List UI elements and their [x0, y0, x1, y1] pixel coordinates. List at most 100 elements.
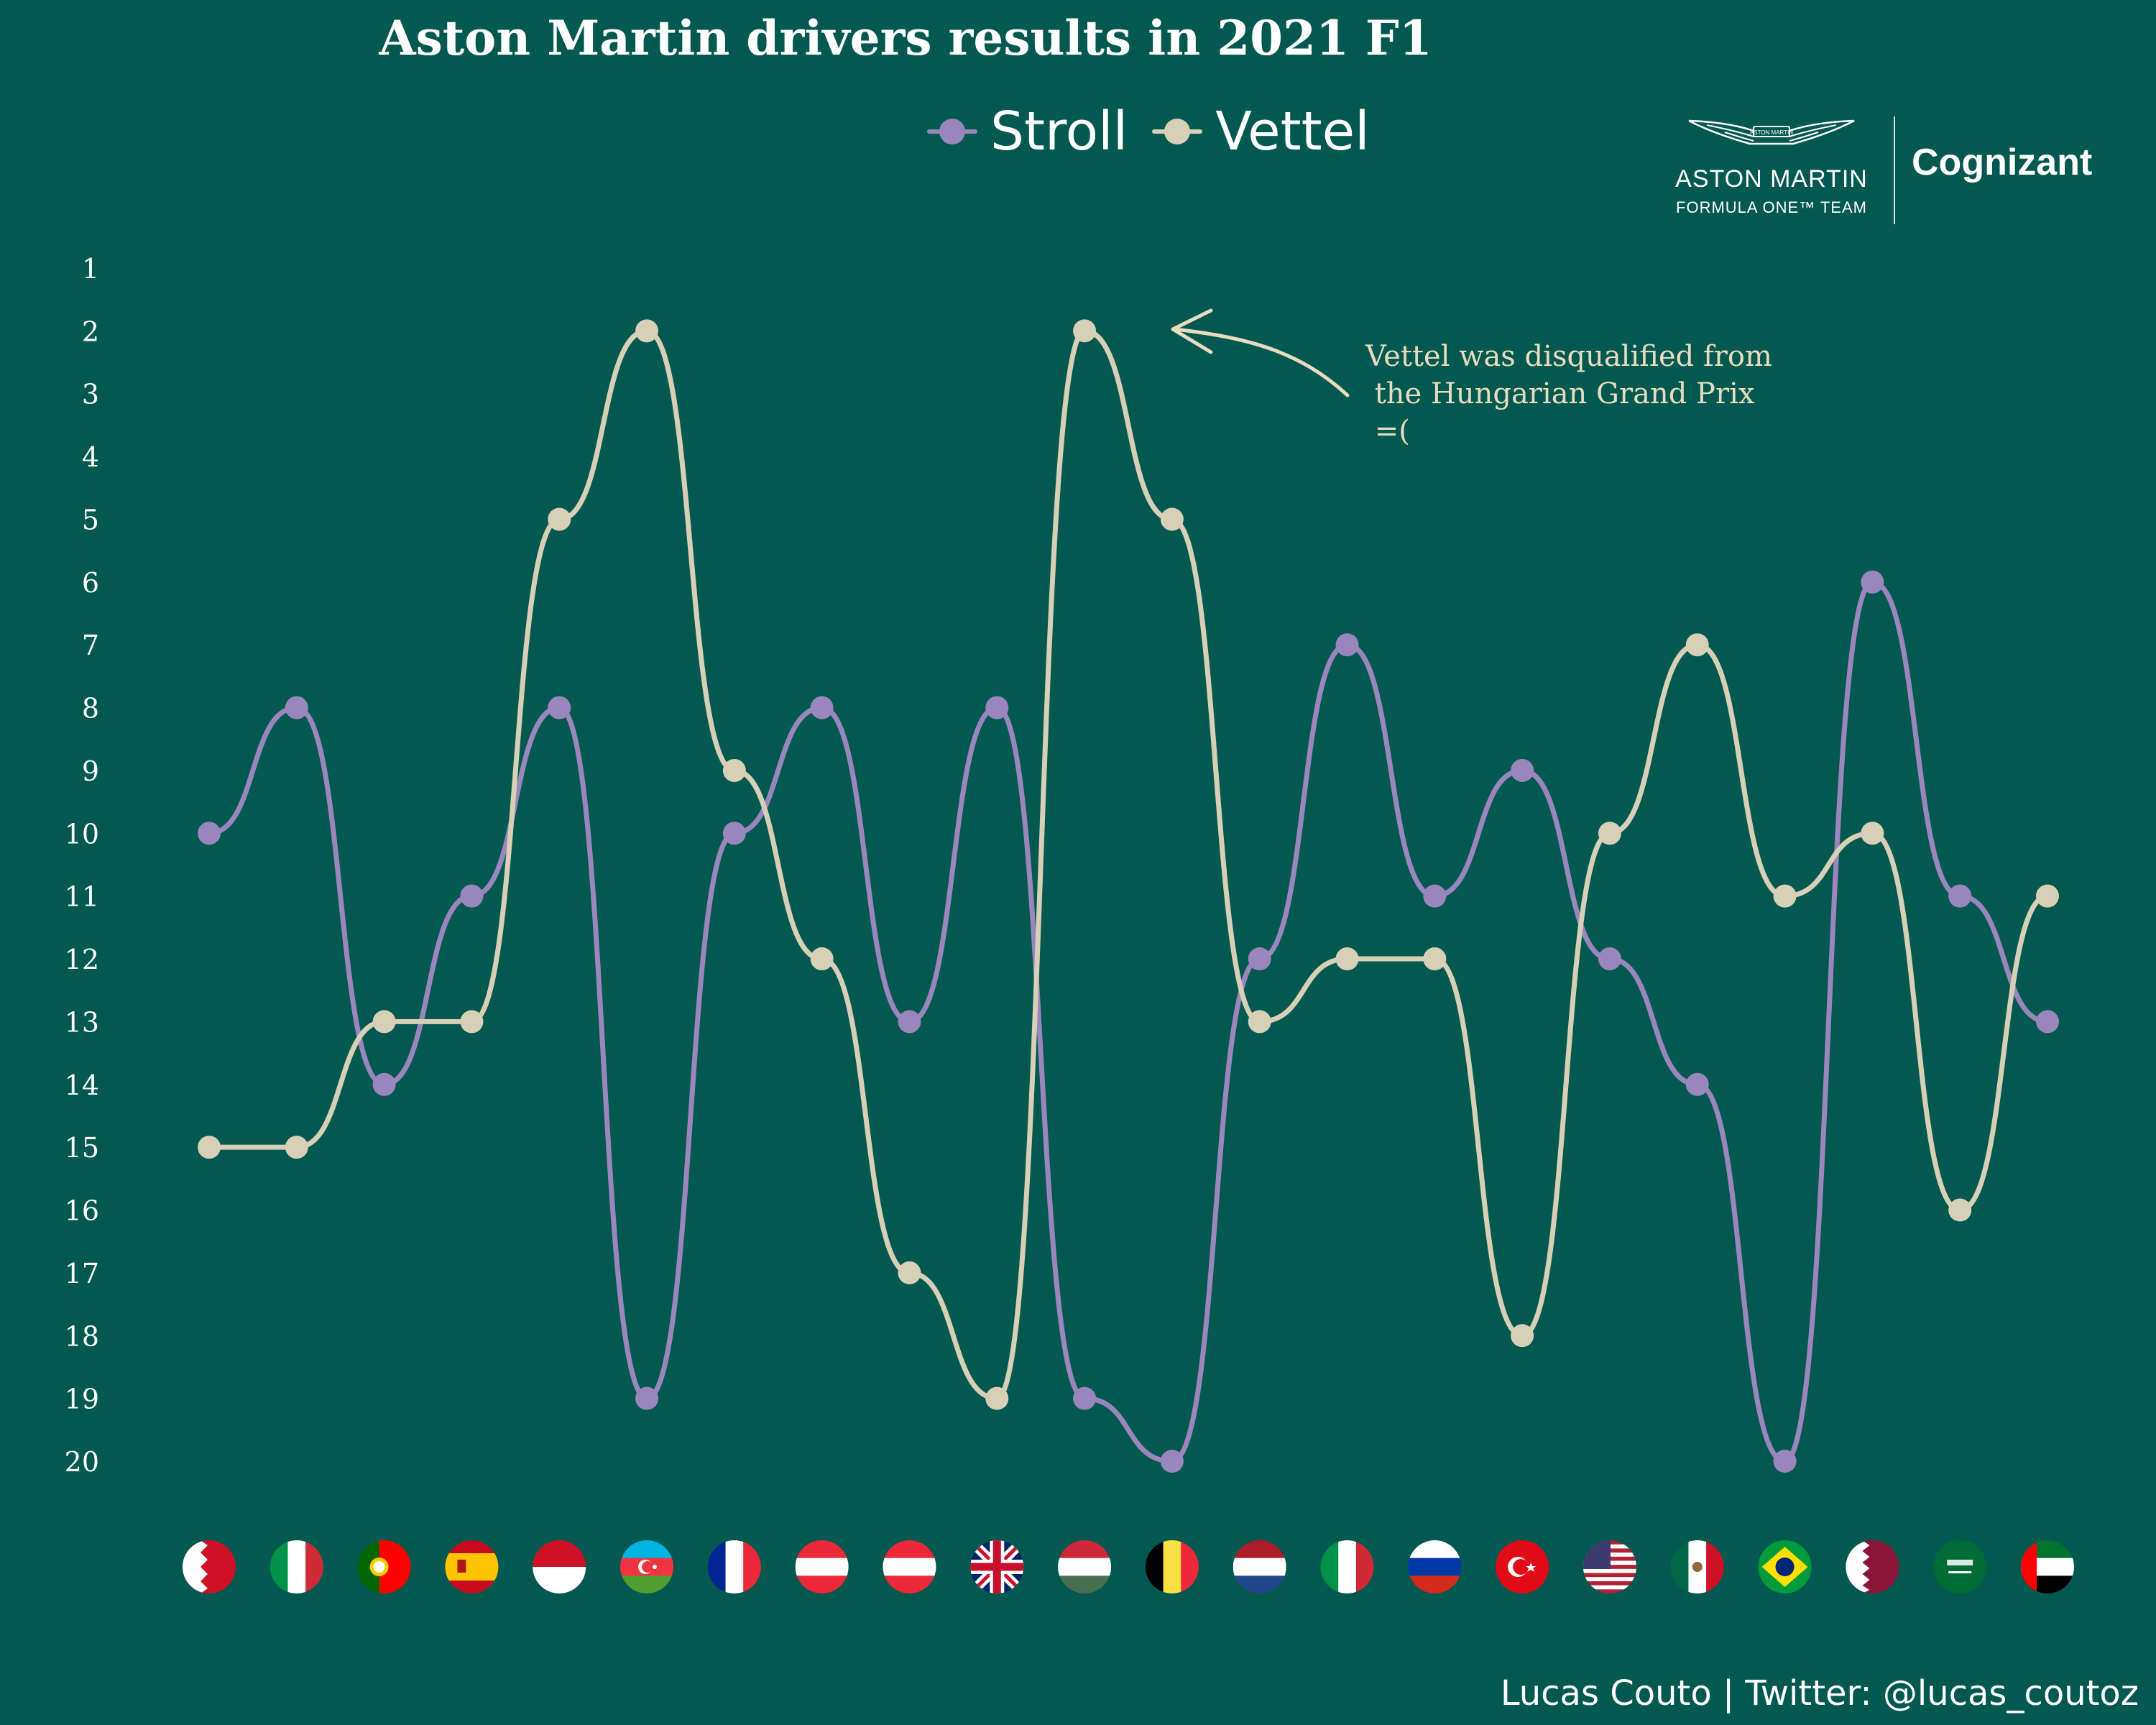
series-line-vettel — [206, 328, 2050, 1402]
series-points — [198, 319, 2059, 1473]
data-point-vettel — [898, 1261, 921, 1284]
series-line-stroll — [206, 579, 2050, 1464]
data-point-vettel — [1248, 1010, 1271, 1034]
annotation-arrowhead — [1171, 308, 1213, 354]
logo-divider — [1894, 116, 1895, 224]
chart-legend: Stroll Vettel — [927, 99, 1394, 164]
data-point-stroll — [198, 822, 221, 845]
x-axis-flags — [183, 1540, 2074, 1593]
data-point-vettel — [1685, 633, 1709, 657]
data-point-stroll — [722, 822, 746, 845]
data-point-stroll — [1861, 570, 1884, 594]
logo-subtitle: FORMULA ONE™ TEAM — [1676, 198, 1867, 216]
flag-qatar-icon — [1846, 1540, 1899, 1593]
data-point-vettel — [1335, 947, 1359, 971]
flag-hungary-icon — [1058, 1540, 1112, 1593]
data-point-stroll — [1948, 884, 1972, 908]
y-tick-label: 10 — [65, 818, 99, 850]
flag-france-icon — [707, 1540, 761, 1593]
flag-usa-icon — [1583, 1540, 1636, 1593]
flag-netherlands-icon — [1233, 1540, 1286, 1593]
y-tick-label: 7 — [82, 630, 99, 661]
data-point-vettel — [198, 1136, 221, 1159]
data-point-stroll — [285, 696, 308, 719]
data-point-vettel — [1598, 822, 1621, 845]
data-point-stroll — [1598, 947, 1621, 971]
legend-label-stroll: Stroll — [990, 101, 1128, 162]
data-point-stroll — [1685, 1072, 1709, 1096]
data-point-stroll — [635, 1386, 659, 1410]
y-tick-label: 9 — [82, 755, 99, 787]
y-tick-label: 5 — [82, 504, 99, 535]
legend-key-vettel — [1152, 117, 1203, 146]
flag-brazil-icon — [1758, 1540, 1812, 1593]
data-point-vettel — [1773, 884, 1797, 908]
data-point-stroll — [2036, 1010, 2059, 1034]
flag-azerbaijan-icon — [620, 1540, 674, 1593]
data-point-stroll — [548, 696, 571, 719]
data-point-stroll — [1335, 633, 1359, 657]
data-point-stroll — [1511, 758, 1534, 782]
logo-wings-text: ASTON MARTIN — [1750, 129, 1793, 136]
annotation-arrow — [1173, 327, 1350, 397]
flag-italy-icon — [1320, 1540, 1374, 1593]
flag-turkey-icon — [1496, 1540, 1549, 1593]
data-point-stroll — [898, 1010, 921, 1034]
data-point-vettel — [985, 1386, 1009, 1410]
data-point-stroll — [460, 884, 484, 908]
flag-monaco-icon — [533, 1540, 586, 1593]
y-tick-label: 3 — [82, 379, 99, 410]
legend-item-vettel: Vettel — [1152, 101, 1370, 162]
data-point-vettel — [460, 1010, 484, 1034]
y-tick-label: 18 — [65, 1320, 99, 1352]
y-tick-label: 16 — [65, 1195, 99, 1227]
credit-text: Lucas Couto | Twitter: @lucas_coutoz — [1500, 1673, 2139, 1714]
y-tick-label: 14 — [65, 1070, 99, 1101]
data-point-vettel — [1423, 947, 1447, 971]
data-point-stroll — [1160, 1450, 1184, 1473]
y-tick-label: 11 — [65, 881, 99, 913]
flag-spain-icon — [445, 1540, 499, 1593]
y-tick-label: 6 — [82, 567, 99, 599]
y-tick-label: 17 — [65, 1258, 99, 1289]
flag-belgium-icon — [1145, 1540, 1199, 1593]
data-point-vettel — [285, 1136, 308, 1159]
y-tick-label: 8 — [82, 693, 99, 724]
data-point-vettel — [635, 319, 659, 343]
legend-label-vettel: Vettel — [1215, 101, 1370, 162]
y-tick-label: 19 — [65, 1384, 99, 1415]
y-tick-label: 2 — [82, 316, 99, 347]
data-point-stroll — [372, 1072, 396, 1096]
data-point-vettel — [1073, 319, 1097, 343]
flag-mexico-icon — [1670, 1540, 1724, 1593]
flag-austria-icon — [883, 1540, 936, 1593]
annotation-text: Vettel was disqualified from the Hungari… — [1365, 340, 1772, 448]
legend-key-stroll — [927, 117, 977, 146]
data-point-stroll — [1773, 1450, 1797, 1473]
data-point-vettel — [548, 507, 571, 531]
data-point-vettel — [1160, 507, 1184, 531]
data-point-vettel — [810, 947, 834, 971]
flag-italy-icon — [270, 1540, 323, 1593]
y-tick-label: 13 — [65, 1006, 99, 1038]
flag-uae-icon — [2021, 1540, 2074, 1593]
flag-austria-icon — [795, 1540, 849, 1593]
series-lines — [206, 328, 2050, 1464]
data-point-stroll — [1423, 884, 1447, 908]
aston-martin-cognizant-logo: ASTON MARTIN ASTON MARTIN FORMULA ONE™ T… — [1653, 108, 2120, 230]
y-tick-label: 15 — [65, 1132, 99, 1164]
data-point-stroll — [1248, 947, 1271, 971]
logo-brand-name: ASTON MARTIN — [1675, 165, 1868, 193]
y-tick-label: 20 — [65, 1446, 99, 1478]
legend-item-stroll: Stroll — [927, 101, 1128, 162]
flag-russia-icon — [1408, 1540, 1462, 1593]
flag-uk-icon — [970, 1540, 1024, 1593]
y-tick-label: 1 — [82, 253, 99, 285]
flag-saudi-arabia-icon — [1933, 1540, 1987, 1593]
logo-sponsor: Cognizant — [1912, 142, 2093, 183]
data-point-stroll — [1073, 1386, 1097, 1410]
data-point-stroll — [985, 696, 1009, 719]
chart-title: Aston Martin drivers results in 2021 F1 — [379, 10, 1432, 66]
